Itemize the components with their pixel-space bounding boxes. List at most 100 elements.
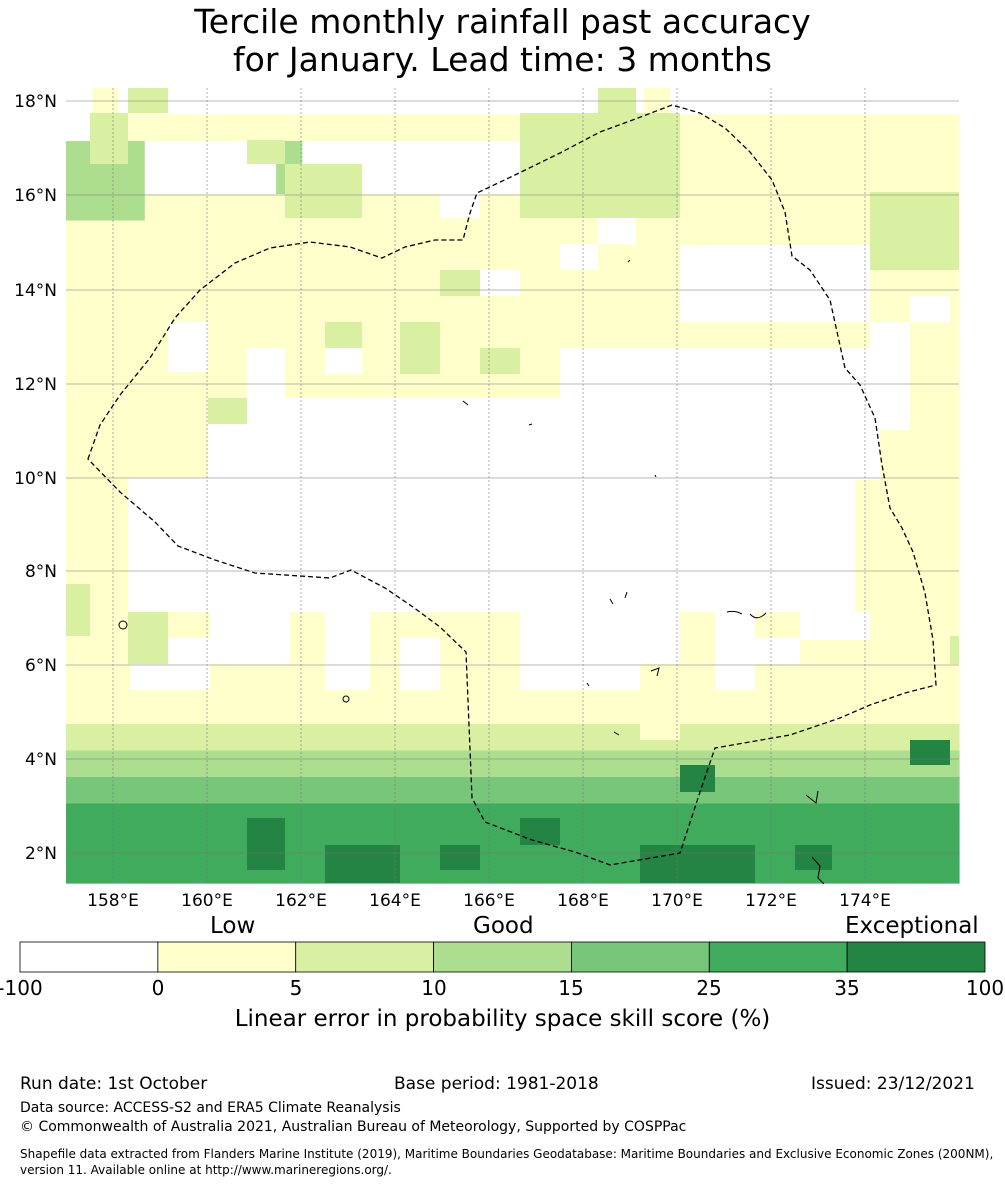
skill-cell xyxy=(407,247,435,275)
skill-cell xyxy=(643,777,671,805)
skill-cell xyxy=(407,830,435,858)
skill-cell xyxy=(906,644,934,672)
skill-cell xyxy=(302,750,330,778)
skill-cell xyxy=(617,750,645,778)
skill-cell-good xyxy=(480,348,520,374)
skill-cell xyxy=(197,220,225,248)
skill-cell xyxy=(223,194,251,222)
skill-cell xyxy=(223,300,251,328)
skill-cell xyxy=(144,326,172,354)
skill-cell xyxy=(197,750,225,778)
lon-label: 162°E xyxy=(275,891,327,911)
skill-cell xyxy=(880,565,908,593)
skill-cell xyxy=(92,247,120,275)
skill-cell xyxy=(591,856,619,884)
skill-cell-no-skill xyxy=(520,612,640,690)
skill-cell xyxy=(407,194,435,222)
skill-cell xyxy=(643,803,671,831)
skill-cell xyxy=(932,114,960,142)
skill-cell xyxy=(118,697,146,725)
skill-cell xyxy=(775,88,803,116)
skill-cell xyxy=(144,830,172,858)
skill-cell xyxy=(407,856,435,884)
skill-cell xyxy=(722,88,750,116)
skill-cell xyxy=(66,512,93,540)
skill-cell xyxy=(407,750,435,778)
skill-cell xyxy=(302,220,330,248)
skill-cell xyxy=(328,247,356,275)
skill-cell xyxy=(144,750,172,778)
skill-cell xyxy=(171,167,198,195)
skill-cell xyxy=(827,194,855,222)
skill-cell xyxy=(932,326,960,354)
skill-cell xyxy=(880,141,908,169)
skill-cell xyxy=(354,141,382,169)
axis-labels: 18°N 16°N 14°N 12°N 10°N 8°N 6°N 4°N 2°N 158°E 160… xyxy=(14,92,891,911)
skill-cell xyxy=(171,220,198,248)
skill-cell xyxy=(853,167,881,195)
skill-cell xyxy=(565,856,592,884)
lat-label: 12°N xyxy=(14,375,57,395)
skill-cell xyxy=(328,697,356,725)
skill-cell xyxy=(276,671,303,699)
skill-cell xyxy=(748,220,776,248)
skill-cell xyxy=(906,326,934,354)
skill-cell xyxy=(197,830,225,858)
skill-cell xyxy=(223,167,251,195)
skill-cell xyxy=(144,220,172,248)
skill-cell xyxy=(775,141,803,169)
skill-cell xyxy=(328,724,356,752)
lon-label: 170°E xyxy=(651,891,703,911)
skill-cell xyxy=(486,141,514,169)
skill-cell xyxy=(381,724,409,752)
skill-cell xyxy=(354,220,382,248)
skill-cell-good xyxy=(598,88,636,113)
skill-cell xyxy=(354,750,382,778)
skill-cell xyxy=(775,220,803,248)
lon-label: 166°E xyxy=(463,891,515,911)
skill-cell-no-skill xyxy=(325,612,370,690)
skill-cell xyxy=(328,750,356,778)
skill-cell xyxy=(171,194,198,222)
colorbar-tick: 100 xyxy=(965,976,1005,1000)
skill-cell xyxy=(696,220,724,248)
skill-cell xyxy=(249,750,277,778)
skill-cell-low xyxy=(640,690,680,740)
skill-cell xyxy=(92,459,120,487)
skill-cell xyxy=(827,856,855,884)
skill-cell xyxy=(880,671,908,699)
skill-cell xyxy=(381,194,409,222)
skill-cell xyxy=(696,803,724,831)
skill-cell xyxy=(302,88,330,116)
skill-cell-no-skill xyxy=(168,322,208,372)
skill-cell xyxy=(92,406,120,434)
skill-cell xyxy=(433,724,461,752)
skill-cell xyxy=(591,830,619,858)
skill-cell xyxy=(433,247,461,275)
skill-cell-good xyxy=(285,164,362,218)
skill-cell xyxy=(197,114,225,142)
skill-cell xyxy=(853,141,881,169)
skill-cell xyxy=(276,114,303,142)
skill-cell xyxy=(328,220,356,248)
skill-cell xyxy=(197,247,225,275)
skill-cell xyxy=(118,803,146,831)
skill-cell-no-skill xyxy=(400,638,440,690)
skill-cell xyxy=(486,697,514,725)
skill-cell xyxy=(696,194,724,222)
skill-cell xyxy=(171,750,198,778)
skill-cell xyxy=(144,141,172,169)
skill-cell xyxy=(276,777,303,805)
skill-cell xyxy=(92,167,120,195)
skill-cell xyxy=(591,300,619,328)
skill-cell-no-skill xyxy=(832,296,870,322)
chart-title-line1: Tercile monthly rainfall past accuracy xyxy=(194,2,811,41)
skill-cell xyxy=(906,353,934,381)
skill-cell xyxy=(486,114,514,142)
skill-cell xyxy=(748,777,776,805)
skill-cell xyxy=(775,777,803,805)
skill-cell xyxy=(932,353,960,381)
lat-label: 6°N xyxy=(25,656,57,676)
skill-cell xyxy=(880,167,908,195)
skill-cell-no-skill xyxy=(870,322,910,348)
